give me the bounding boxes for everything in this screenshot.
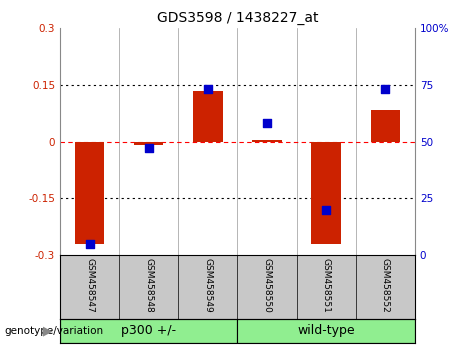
Text: GSM458548: GSM458548 [144, 258, 153, 313]
Bar [193, 91, 223, 142]
Point [382, 87, 389, 92]
Text: GSM458547: GSM458547 [85, 258, 94, 313]
Point [204, 87, 212, 92]
Bar [371, 109, 400, 142]
Bar [134, 142, 164, 145]
Text: GSM458551: GSM458551 [322, 258, 331, 313]
Title: GDS3598 / 1438227_at: GDS3598 / 1438227_at [157, 11, 318, 24]
Point [263, 121, 271, 126]
Text: GSM458549: GSM458549 [203, 258, 213, 313]
Bar [237, 319, 415, 343]
Bar [252, 140, 282, 142]
Bar [60, 319, 237, 343]
Text: p300 +/-: p300 +/- [121, 325, 176, 337]
Text: ▶: ▶ [43, 325, 53, 337]
Text: GSM458552: GSM458552 [381, 258, 390, 313]
Bar [75, 142, 104, 244]
Point [86, 241, 93, 246]
Point [322, 207, 330, 212]
Text: wild-type: wild-type [297, 325, 355, 337]
Text: GSM458550: GSM458550 [262, 258, 272, 313]
Bar [311, 142, 341, 244]
Text: genotype/variation: genotype/variation [5, 326, 104, 336]
Point [145, 145, 152, 151]
